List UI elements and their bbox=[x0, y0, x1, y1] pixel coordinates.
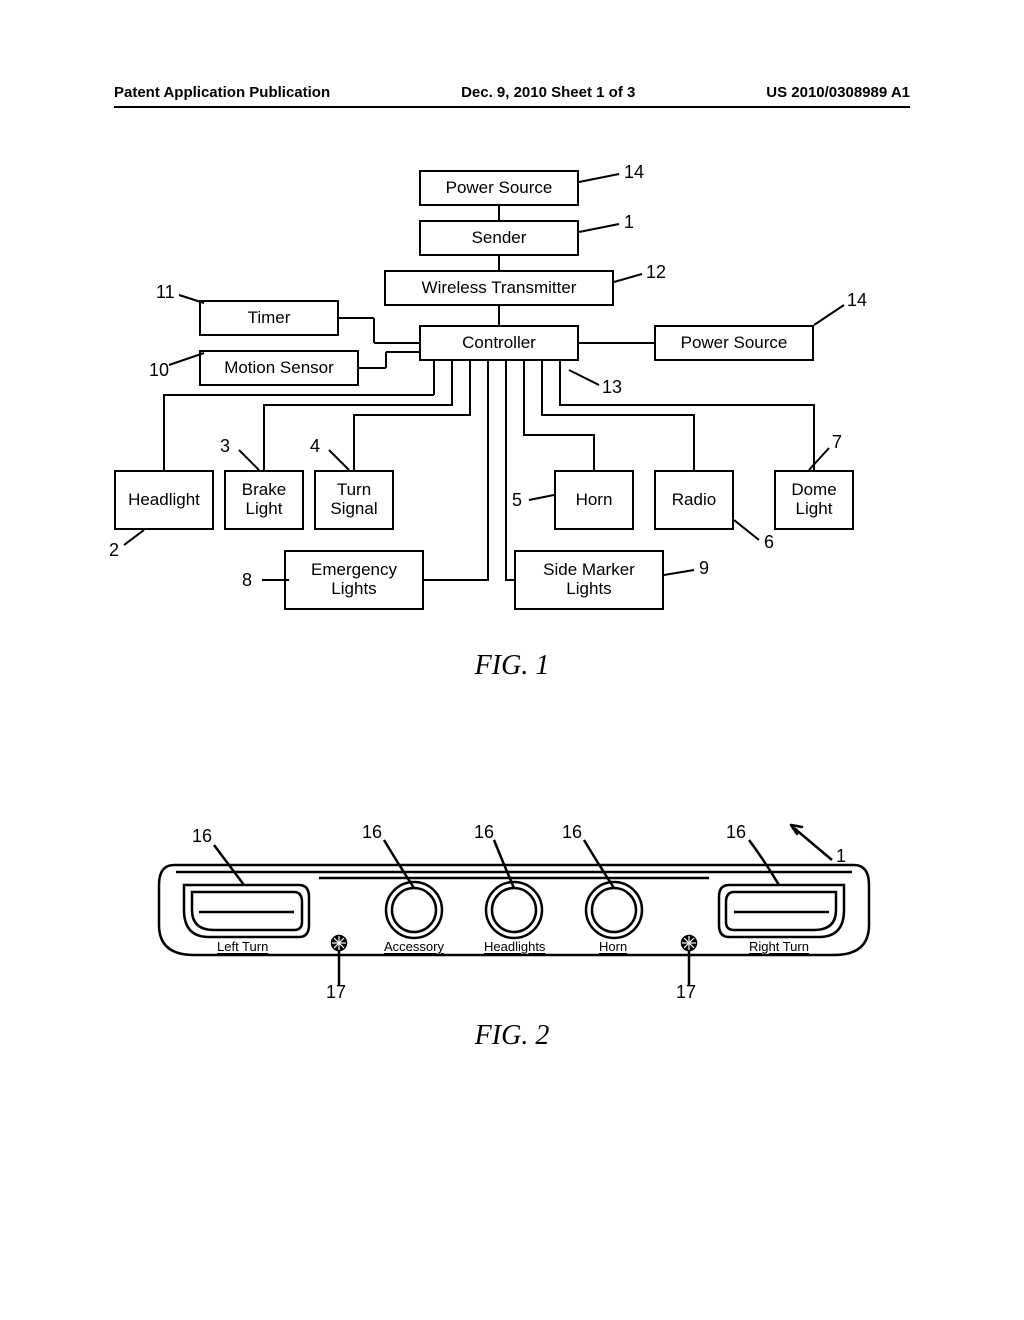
ref-7: 7 bbox=[832, 432, 842, 453]
ref-11: 11 bbox=[156, 282, 175, 303]
btn-left-turn-label: Left Turn bbox=[217, 939, 268, 954]
fig1-lines bbox=[114, 170, 910, 690]
btn-horn-label: Horn bbox=[599, 939, 627, 954]
ref-4: 4 bbox=[310, 436, 320, 457]
header-rule bbox=[114, 106, 910, 108]
ref-6: 6 bbox=[764, 532, 774, 553]
ref-12: 12 bbox=[646, 262, 666, 283]
ref2-1: 1 bbox=[836, 846, 846, 867]
ref-14-top: 14 bbox=[624, 162, 644, 183]
btn-accessory-label: Accessory bbox=[384, 939, 444, 954]
ref2-16e: 16 bbox=[726, 822, 746, 843]
ref-1: 1 bbox=[624, 212, 634, 233]
ref-9: 9 bbox=[699, 558, 709, 579]
ref2-16a: 16 bbox=[192, 826, 212, 847]
header-center: Dec. 9, 2010 Sheet 1 of 3 bbox=[461, 84, 635, 101]
ref-14-right: 14 bbox=[847, 290, 867, 311]
btn-right-turn-label: Right Turn bbox=[749, 939, 809, 954]
ref2-17b: 17 bbox=[676, 982, 696, 1003]
figure-2: Left Turn Accessory Headlights Horn Righ… bbox=[114, 810, 910, 1070]
ref-8: 8 bbox=[242, 570, 252, 591]
ref2-17a: 17 bbox=[326, 982, 346, 1003]
page: Patent Application Publication Dec. 9, 2… bbox=[0, 0, 1024, 1320]
ref-3: 3 bbox=[220, 436, 230, 457]
header-left: Patent Application Publication bbox=[114, 84, 330, 101]
ref2-16c: 16 bbox=[474, 822, 494, 843]
fig2-caption: FIG. 2 bbox=[475, 1020, 550, 1052]
page-header: Patent Application Publication Dec. 9, 2… bbox=[114, 84, 910, 101]
ref2-16b: 16 bbox=[362, 822, 382, 843]
ref-5: 5 bbox=[512, 490, 522, 511]
ref-2: 2 bbox=[109, 540, 119, 561]
fig1-caption: FIG. 1 bbox=[475, 650, 550, 682]
btn-headlights-label: Headlights bbox=[484, 939, 545, 954]
header-right: US 2010/0308989 A1 bbox=[766, 84, 910, 101]
ref-10: 10 bbox=[149, 360, 169, 381]
ref-13: 13 bbox=[602, 377, 622, 398]
figure-1: Power Source Sender Wireless Transmitter… bbox=[114, 170, 910, 690]
ref2-16d: 16 bbox=[562, 822, 582, 843]
